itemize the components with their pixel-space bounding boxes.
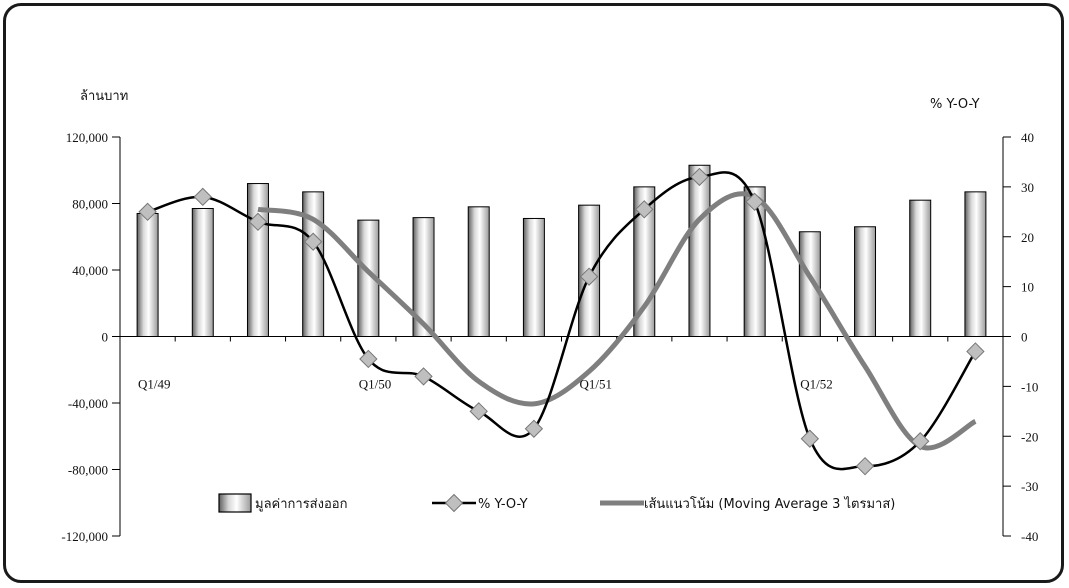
bar-series [136, 164, 987, 338]
left-tick-label: -40,000 [68, 396, 108, 411]
bar [302, 191, 325, 337]
yoy-point [579, 267, 599, 286]
bar [798, 231, 821, 337]
bar [412, 217, 435, 338]
yoy-point [138, 202, 157, 222]
right-tick-label: 20 [1021, 230, 1034, 245]
bar [909, 199, 932, 337]
left-tick-label: -80,000 [68, 463, 108, 478]
bar [467, 206, 490, 337]
legend-trend-label: เส้นแนวโน้ม (Moving Average 3 ไตรมาส) [644, 496, 895, 512]
yoy-point [855, 456, 875, 476]
right-axis-label: % Y-O-Y [930, 97, 980, 112]
yoy-series [138, 167, 985, 476]
legend-yoy-label: % Y-O-Y [478, 497, 528, 512]
left-tick-label: 0 [102, 330, 109, 345]
right-tick-label: -30 [1021, 479, 1038, 494]
left-axis-label: ล้านบาท [80, 89, 128, 104]
bar [743, 186, 766, 337]
yoy-point [911, 432, 930, 451]
right-tick-label: 30 [1021, 180, 1034, 195]
right-tick-label: 10 [1021, 280, 1034, 295]
bar [191, 207, 214, 337]
yoy-point [414, 367, 433, 386]
yoy-point [690, 167, 709, 187]
axes: -120,000 -80,000 -40,000 0 40,000 80,000 120,0… [61, 130, 1038, 544]
yoy-line [147, 171, 977, 471]
yoy-point [193, 187, 212, 207]
x-tick-label: Q1/50 [359, 377, 392, 392]
yoy-point [303, 232, 323, 251]
yoy-point [635, 200, 654, 219]
bar [688, 164, 711, 337]
x-tick-labels: Q1/49 Q1/50 Q1/51 Q1/52 [138, 377, 833, 392]
right-tick-label: 0 [1021, 330, 1028, 345]
left-tick-label: -120,000 [61, 529, 108, 544]
trend-series [257, 191, 977, 451]
left-tick-label: 80,000 [72, 197, 108, 212]
trend-line [257, 191, 977, 451]
bar [522, 217, 545, 337]
right-tick-label: -40 [1021, 529, 1038, 544]
legend-bar-swatch [218, 493, 252, 513]
x-tick-label: Q1/51 [580, 377, 613, 392]
legend-yoy-marker [444, 493, 464, 513]
legend-bar-label: มูลค่าการส่งออก [255, 497, 347, 512]
right-tick-label: 40 [1021, 130, 1034, 145]
yoy-point [745, 192, 764, 212]
x-tick-label: Q1/49 [138, 377, 171, 392]
right-tick-label: -10 [1021, 379, 1038, 394]
yoy-point [966, 342, 985, 361]
yoy-point [524, 419, 544, 438]
legend: มูลค่าการส่งออก % Y-O-Y เส้นแนวโน้ม (Mov… [218, 493, 895, 513]
left-tick-label: 40,000 [72, 263, 108, 278]
x-tick-label: Q1/52 [800, 377, 833, 392]
bar [136, 212, 159, 338]
left-tick-label: 120,000 [66, 130, 108, 145]
yoy-point [359, 349, 378, 369]
right-tick-label: -20 [1021, 429, 1038, 444]
yoy-point [800, 429, 820, 448]
bar [246, 183, 269, 337]
yoy-point [469, 402, 488, 421]
bar [854, 226, 877, 337]
yoy-point [248, 212, 268, 231]
bar [964, 191, 987, 337]
